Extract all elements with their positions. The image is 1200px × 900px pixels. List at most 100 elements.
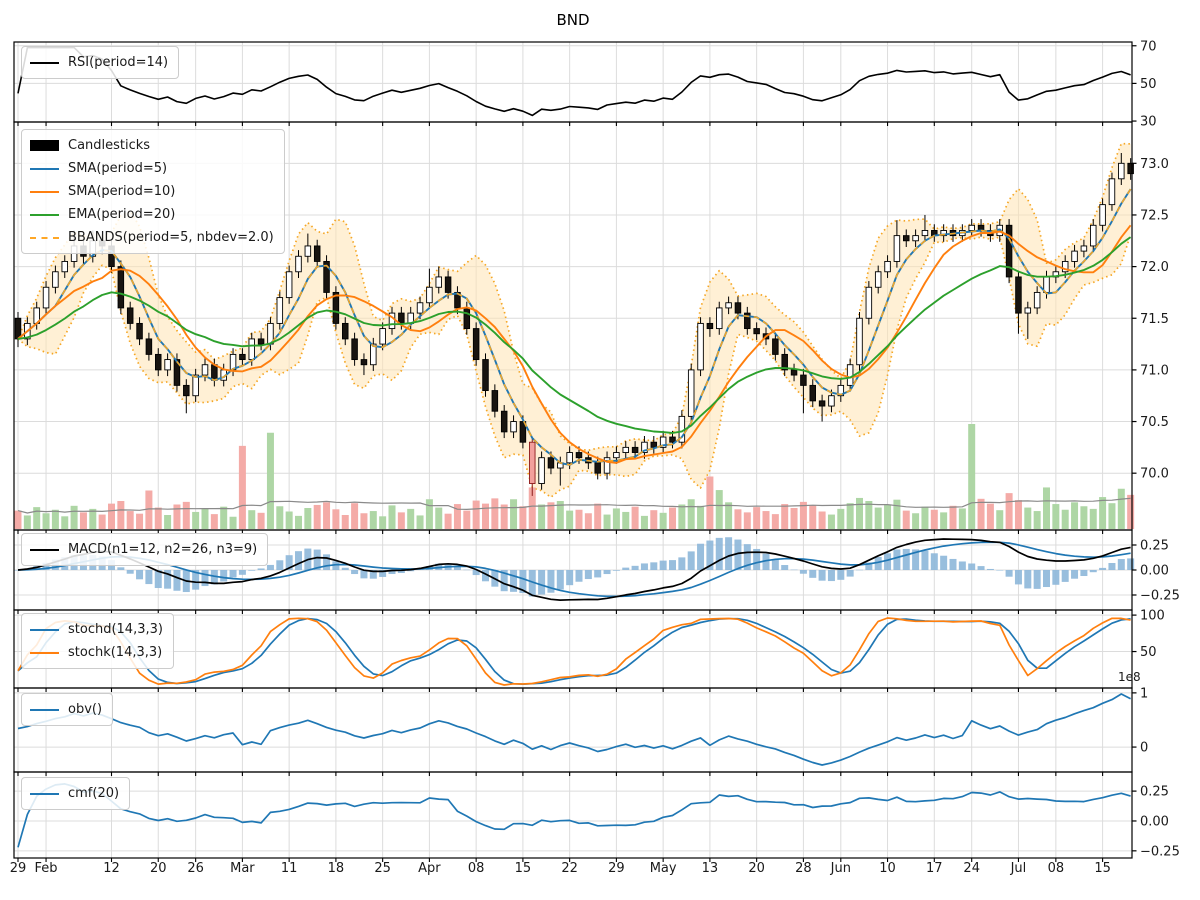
y-tick-label: 30 [1140,115,1157,130]
legend-item: Candlesticks [30,134,274,157]
y-tick-label: 0.25 [1140,539,1169,554]
y-tick-label: 0.25 [1140,785,1169,800]
x-tick-label: 13 [702,861,719,876]
legend-label: BBANDS(period=5, nbdev=2.0) [68,230,274,245]
x-tick-label: 29 [10,861,27,876]
macd-histogram [14,537,1135,597]
chart-title: BND [556,11,590,29]
bb-mid-line [17,188,1132,466]
legend-swatch-line [30,236,59,239]
ema20-line [17,236,1132,434]
legend-label: cmf(20) [68,786,120,801]
legend-obv: obv() [21,693,114,726]
y-tick-label: 71.0 [1140,363,1169,378]
legend-label: SMA(period=10) [68,184,176,199]
y-tick-label: 50 [1140,645,1157,660]
legend-item: cmf(20) [30,782,119,805]
legend-item: EMA(period=20) [30,203,274,226]
legend-swatch-line [30,708,59,711]
legend-item: stochd(14,3,3) [30,618,163,641]
legend-item: RSI(period=14) [30,51,168,74]
x-tick-label: 08 [468,861,485,876]
y-tick-label: 71.5 [1140,312,1169,327]
y-tick-label: 0 [1140,741,1148,756]
x-tick-label: 12 [103,861,120,876]
legend-swatch-line [30,651,59,654]
y-tick-label: 70.5 [1140,415,1169,430]
volume-bars [14,424,1135,529]
x-tick-label: 20 [150,861,167,876]
legend-swatch-candlestick [30,140,59,151]
legend-cmf: cmf(20) [21,777,131,810]
y-tick-label: 72.5 [1140,208,1169,223]
x-tick-label: Jul [1010,861,1027,876]
x-tick-label: 29 [608,861,625,876]
macd-signal-line [17,541,1131,598]
legend-label: stochd(14,3,3) [68,622,163,637]
x-tick-label: Jun [830,861,851,876]
x-tick-label: 22 [561,861,578,876]
x-tick-label: 10 [879,861,896,876]
y-tick-label: 73.0 [1140,157,1169,172]
x-tick-label: 25 [374,861,391,876]
legend-label: obv() [68,702,103,717]
legend-swatch-line [30,167,59,170]
x-tick-label: Feb [35,861,58,876]
candlesticks [14,152,1134,496]
volume-ma-line [17,497,1131,514]
y-tick-label: 0.00 [1140,564,1169,579]
sma10-line [17,224,1132,464]
y-tick-label: 0.00 [1140,814,1169,829]
y-tick-label: 50 [1140,77,1157,92]
x-tick-label: 26 [187,861,204,876]
legend-item: SMA(period=10) [30,180,274,203]
legend-swatch-line [30,792,59,795]
y-tick-label: 100 [1140,609,1165,624]
macd-line [17,538,1131,601]
x-tick-label: 24 [963,861,980,876]
legend-label: Candlesticks [68,138,151,153]
stochk-line [17,617,1131,686]
legend-stoch: stochd(14,3,3) stochk(14,3,3) [21,613,174,669]
rsi-line [17,46,1131,117]
x-tick-label: 28 [795,861,812,876]
legend-macd: MACD(n1=12, n2=26, n3=9) [21,533,269,566]
legend-item: SMA(period=5) [30,157,274,180]
x-tick-label: 11 [281,861,298,876]
legend-label: SMA(period=5) [68,161,168,176]
x-tick-label: May [650,861,677,876]
x-tick-label: 15 [515,861,532,876]
legend-swatch-line [30,190,59,193]
x-tick-label: Apr [418,861,441,876]
y-tick-label: 70.0 [1140,467,1169,482]
legend-swatch-line [30,213,59,216]
legend-rsi: RSI(period=14) [21,46,180,79]
obv-line [17,693,1131,766]
legend-item: obv() [30,698,102,721]
legend-price: Candlesticks SMA(period=5) SMA(period=10) E… [21,129,285,254]
x-tick-label: 15 [1094,861,1111,876]
cmf-line [17,783,1131,848]
legend-swatch-line [30,61,59,64]
x-tick-label: 17 [926,861,943,876]
legend-item: stochk(14,3,3) [30,641,163,664]
legend-label: EMA(period=20) [68,207,176,222]
x-tick-label: Mar [230,861,255,876]
legend-item: BBANDS(period=5, nbdev=2.0) [30,226,274,249]
y-tick-label: 70 [1140,39,1157,54]
legend-label: RSI(period=14) [68,55,169,70]
y-tick-label: 72.0 [1140,260,1169,275]
y-tick-label: 1 [1140,686,1148,701]
axes: 70 50 30 73.0 72.5 72.0 71.5 71.0 70.5 70.0 0.25 0.… [10,39,1180,876]
x-tick-label: 08 [1048,861,1065,876]
legend-swatch-line [30,548,59,551]
y-tick-label: −0.25 [1140,589,1180,604]
legend-label: stochk(14,3,3) [68,645,163,660]
legend-label: MACD(n1=12, n2=26, n3=9) [68,542,258,557]
obv-scale-exponent-label: 1e8 [1118,670,1141,684]
bollinger-band [17,142,1132,499]
legend-swatch-line [30,628,59,631]
x-tick-label: 20 [748,861,765,876]
